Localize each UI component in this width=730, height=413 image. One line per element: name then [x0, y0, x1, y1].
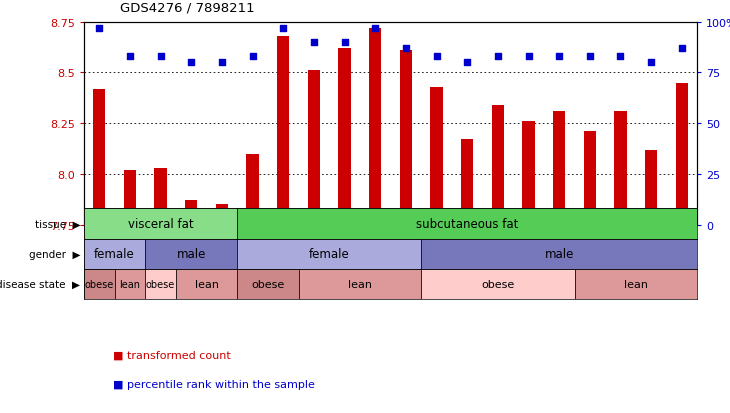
Point — [645, 60, 657, 66]
Bar — [93, 90, 105, 225]
Text: GSM737023: GSM737023 — [248, 228, 257, 280]
Text: GSM737030: GSM737030 — [95, 228, 104, 280]
Bar — [124, 171, 136, 225]
Point — [553, 54, 565, 60]
Text: obese: obese — [85, 279, 114, 290]
Text: male: male — [177, 248, 206, 261]
Text: obese: obese — [146, 279, 175, 290]
Point — [584, 54, 596, 60]
Text: GSM737022: GSM737022 — [218, 228, 226, 280]
Point — [124, 54, 136, 60]
Text: ■ transformed count: ■ transformed count — [113, 350, 231, 360]
Text: GSM737015: GSM737015 — [371, 228, 380, 280]
Bar — [115, 269, 145, 299]
Point — [308, 40, 320, 46]
Bar — [308, 71, 320, 225]
Bar — [369, 29, 381, 225]
Bar — [645, 150, 657, 225]
Bar — [523, 122, 534, 225]
Point — [247, 54, 258, 60]
Text: GSM737019: GSM737019 — [647, 228, 656, 280]
Text: GSM737032: GSM737032 — [187, 228, 196, 280]
Text: obese: obese — [251, 279, 285, 290]
Text: disease state  ▶: disease state ▶ — [0, 279, 80, 290]
Bar — [84, 269, 115, 299]
Text: gender  ▶: gender ▶ — [28, 249, 80, 259]
Bar — [461, 140, 473, 225]
Bar — [84, 209, 237, 239]
Text: lean: lean — [348, 279, 372, 290]
Point — [676, 46, 688, 52]
Point — [615, 54, 626, 60]
Text: GSM737017: GSM737017 — [585, 228, 594, 280]
Point — [216, 60, 228, 66]
Text: female: female — [309, 248, 350, 261]
Point — [492, 54, 504, 60]
Text: GSM737025: GSM737025 — [432, 228, 441, 280]
Text: female: female — [94, 248, 135, 261]
Bar — [237, 209, 697, 239]
Bar — [339, 49, 350, 225]
Point — [400, 46, 412, 52]
Bar — [584, 132, 596, 225]
Text: GDS4276 / 7898211: GDS4276 / 7898211 — [120, 2, 255, 14]
Text: GSM737020: GSM737020 — [677, 228, 686, 280]
Bar — [492, 106, 504, 225]
Bar — [216, 205, 228, 225]
Text: lean: lean — [120, 279, 140, 290]
Text: lean: lean — [195, 279, 218, 290]
Text: GSM737028: GSM737028 — [524, 228, 533, 280]
Text: GSM737026: GSM737026 — [463, 228, 472, 280]
Bar — [84, 239, 145, 269]
Text: GSM737027: GSM737027 — [493, 228, 502, 280]
Text: GSM737021: GSM737021 — [156, 228, 165, 280]
Bar — [155, 169, 166, 225]
Bar — [299, 269, 421, 299]
Text: GSM737014: GSM737014 — [340, 228, 349, 280]
Bar — [145, 239, 237, 269]
Bar — [431, 88, 442, 225]
Text: tissue  ▶: tissue ▶ — [34, 219, 80, 229]
Bar — [421, 239, 697, 269]
Bar — [553, 112, 565, 225]
Point — [523, 54, 534, 60]
Text: obese: obese — [481, 279, 515, 290]
Bar — [676, 83, 688, 225]
Point — [339, 40, 350, 46]
Text: visceral fat: visceral fat — [128, 218, 193, 230]
Point — [277, 26, 289, 32]
Bar — [185, 201, 197, 225]
Text: GSM737013: GSM737013 — [310, 228, 318, 280]
Text: GSM737029: GSM737029 — [555, 228, 564, 280]
Text: GSM737016: GSM737016 — [402, 228, 410, 280]
Bar — [277, 37, 289, 225]
Bar — [237, 269, 299, 299]
Point — [185, 60, 197, 66]
Bar — [176, 269, 237, 299]
Bar — [615, 112, 626, 225]
Point — [461, 60, 473, 66]
Point — [93, 26, 105, 32]
Text: lean: lean — [624, 279, 648, 290]
Point — [155, 54, 166, 60]
Bar — [400, 51, 412, 225]
Bar — [575, 269, 697, 299]
Text: GSM737024: GSM737024 — [279, 228, 288, 280]
Text: GSM737018: GSM737018 — [616, 228, 625, 280]
Bar — [145, 269, 176, 299]
Text: GSM737031: GSM737031 — [126, 228, 134, 280]
Text: subcutaneous fat: subcutaneous fat — [416, 218, 518, 230]
Point — [369, 26, 381, 32]
Point — [431, 54, 442, 60]
Bar — [421, 269, 575, 299]
Bar — [237, 239, 421, 269]
Bar — [247, 154, 258, 225]
Text: male: male — [545, 248, 574, 261]
Text: ■ percentile rank within the sample: ■ percentile rank within the sample — [113, 379, 315, 389]
